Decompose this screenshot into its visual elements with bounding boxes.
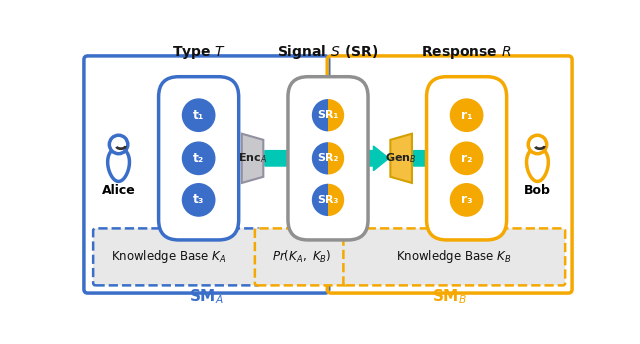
Polygon shape [242, 134, 263, 183]
FancyBboxPatch shape [344, 228, 565, 286]
FancyBboxPatch shape [427, 77, 507, 240]
Text: SR₂: SR₂ [317, 153, 339, 163]
Text: Gen$_B$: Gen$_B$ [385, 151, 417, 165]
Circle shape [182, 184, 215, 216]
FancyArrow shape [413, 146, 447, 171]
Text: Enc$_A$: Enc$_A$ [238, 151, 267, 165]
Text: r₂: r₂ [461, 152, 472, 165]
Text: Knowledge Base $\mathbf{\mathit{K}}_B$: Knowledge Base $\mathbf{\mathit{K}}_B$ [396, 248, 512, 265]
Wedge shape [312, 142, 328, 174]
Text: Type $\mathit{T}$: Type $\mathit{T}$ [172, 44, 226, 61]
Wedge shape [312, 184, 328, 216]
Text: $\mathit{Pr}(\mathit{K}_A,\ \mathit{K}_B)$: $\mathit{Pr}(\mathit{K}_A,\ \mathit{K}_B… [272, 249, 332, 265]
FancyArrow shape [265, 146, 308, 171]
FancyArrow shape [219, 146, 240, 171]
Text: t₂: t₂ [193, 152, 204, 165]
Text: Signal $\mathit{S}$ (SR): Signal $\mathit{S}$ (SR) [277, 43, 379, 61]
Text: SM$_A$: SM$_A$ [189, 288, 224, 306]
Polygon shape [527, 148, 548, 181]
Circle shape [109, 135, 128, 154]
Polygon shape [390, 134, 412, 183]
Text: r₁: r₁ [461, 109, 472, 122]
Wedge shape [328, 99, 344, 131]
Text: SM$_B$: SM$_B$ [432, 288, 467, 306]
FancyBboxPatch shape [288, 77, 368, 240]
Text: t₃: t₃ [193, 193, 204, 206]
FancyBboxPatch shape [255, 228, 348, 286]
Circle shape [451, 142, 483, 174]
Text: SR₁: SR₁ [317, 110, 339, 120]
Text: t₁: t₁ [193, 109, 204, 122]
Wedge shape [328, 142, 344, 174]
Text: Response $\mathit{R}$: Response $\mathit{R}$ [421, 44, 512, 61]
Circle shape [451, 99, 483, 131]
Circle shape [182, 142, 215, 174]
FancyArrow shape [348, 146, 389, 171]
FancyBboxPatch shape [93, 228, 259, 286]
Text: SR₃: SR₃ [317, 195, 339, 205]
Wedge shape [328, 184, 344, 216]
Text: Knowledge Base $\mathbf{\mathit{K}}_A$: Knowledge Base $\mathbf{\mathit{K}}_A$ [111, 248, 227, 265]
Circle shape [528, 135, 547, 154]
Circle shape [451, 184, 483, 216]
Wedge shape [312, 99, 328, 131]
Text: Bob: Bob [524, 184, 551, 197]
FancyBboxPatch shape [159, 77, 239, 240]
Text: r₃: r₃ [461, 193, 472, 206]
Circle shape [182, 99, 215, 131]
Polygon shape [108, 148, 129, 181]
Text: Alice: Alice [102, 184, 136, 197]
